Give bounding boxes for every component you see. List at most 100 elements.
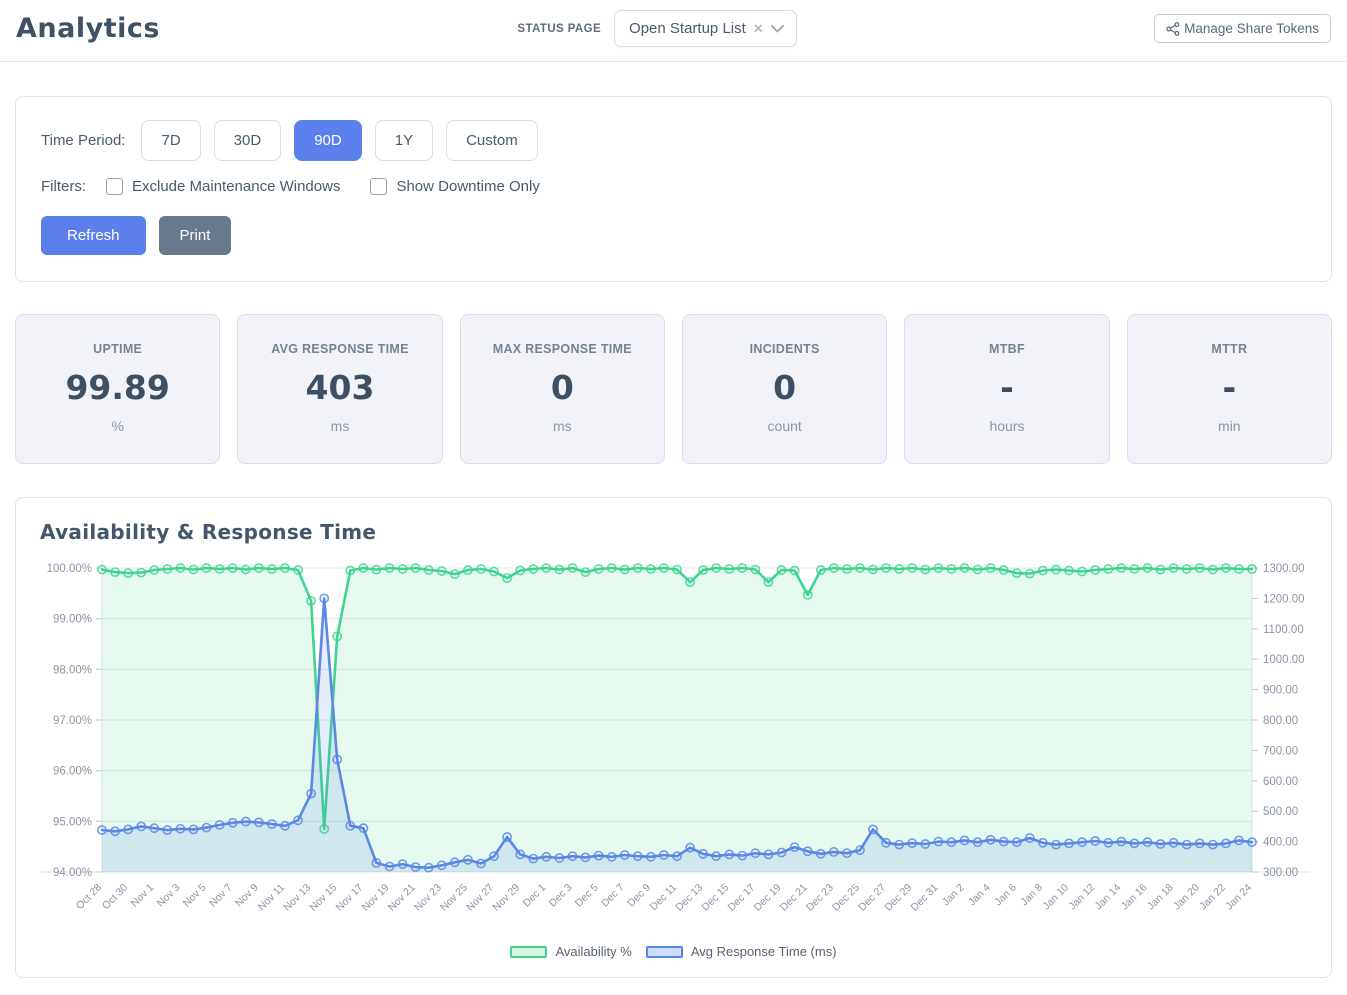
time-period-button-30d[interactable]: 30D [213, 120, 282, 161]
stat-value: 0 [550, 368, 574, 407]
stat-card-incidents: INCIDENTS 0 count [681, 314, 888, 464]
status-page-label: STATUS PAGE [517, 22, 602, 35]
svg-text:94.00%: 94.00% [53, 867, 92, 879]
clear-selection-icon[interactable]: ✕ [752, 21, 764, 36]
svg-text:Jan 16: Jan 16 [1119, 882, 1150, 913]
stat-card-mtbf: MTBF - hours [904, 314, 1110, 464]
time-period-button-90d[interactable]: 90D [294, 120, 362, 161]
svg-text:Nov 29: Nov 29 [490, 882, 522, 914]
svg-text:Jan 12: Jan 12 [1067, 882, 1098, 913]
time-period-button-custom[interactable]: Custom [446, 120, 538, 161]
stat-unit: min [1218, 418, 1241, 434]
stat-card-uptime: UPTIME 99.89% [15, 314, 221, 464]
status-page-selector-group: STATUS PAGE Open Startup List ✕ [160, 10, 1154, 47]
svg-text:Nov 15: Nov 15 [307, 882, 339, 914]
svg-text:400.00: 400.00 [1263, 837, 1298, 849]
stat-value: 0 [773, 368, 797, 407]
stats-row: UPTIME 99.89% AVG RESPONSE TIME 403 ms MAX RE… [15, 314, 1332, 464]
stat-label: MAX RESPONSE TIME [492, 342, 632, 356]
svg-text:Dec 19: Dec 19 [752, 882, 784, 914]
svg-text:Jan 10: Jan 10 [1040, 882, 1071, 913]
svg-text:Nov 27: Nov 27 [464, 882, 496, 914]
filter-checkbox-group: Exclude Maintenance Windows Show Downtime… [106, 178, 570, 195]
manage-share-tokens-button[interactable]: Manage Share Tokens [1154, 14, 1331, 43]
print-button[interactable]: Print [158, 216, 232, 255]
time-period-button-7d[interactable]: 7D [141, 120, 201, 161]
svg-text:Dec 29: Dec 29 [882, 882, 914, 914]
svg-text:Dec 27: Dec 27 [856, 882, 888, 914]
chevron-down-icon [770, 24, 784, 32]
left-axis-labels: 100.00% 99.00% 98.00% 97.00% 96.00% 95.00% 94.… [47, 563, 102, 879]
stat-card-avg-response-time: AVG RESPONSE TIME 403 ms [237, 314, 443, 464]
svg-text:Oct 28: Oct 28 [74, 882, 104, 912]
svg-text:500.00: 500.00 [1263, 806, 1298, 818]
time-period-row: Time Period: 7D 30D 90D 1Y Custom [41, 120, 1306, 161]
time-period-label: Time Period: [41, 132, 126, 149]
refresh-button[interactable]: Refresh [41, 216, 146, 255]
svg-text:Dec 5: Dec 5 [573, 882, 601, 910]
svg-text:100.00%: 100.00% [47, 563, 92, 575]
legend-swatch [645, 945, 683, 958]
chart-title: Availability & Response Time [40, 520, 377, 544]
svg-text:Dec 15: Dec 15 [699, 882, 731, 914]
filter-checkbox-1[interactable]: Show Downtime Only [370, 178, 540, 195]
stat-label: UPTIME [93, 342, 143, 356]
svg-text:900.00: 900.00 [1263, 685, 1298, 697]
svg-text:Jan 6: Jan 6 [992, 882, 1019, 909]
status-page-select[interactable]: Open Startup List ✕ [614, 10, 797, 47]
stat-value: - [1000, 368, 1014, 407]
svg-text:Dec 3: Dec 3 [547, 882, 575, 910]
svg-text:1000.00: 1000.00 [1263, 654, 1305, 666]
chart-legend: Availability % Avg Response Time (ms) [40, 942, 1307, 969]
svg-text:Dec 17: Dec 17 [726, 882, 758, 914]
filters-label: Filters: [41, 178, 86, 195]
svg-text:Dec 1: Dec 1 [521, 882, 549, 910]
svg-text:Nov 1: Nov 1 [129, 882, 157, 910]
stat-unit: % [111, 418, 124, 434]
svg-text:Dec 31: Dec 31 [908, 882, 940, 914]
page-title: Analytics [16, 13, 160, 44]
filters-row: Filters: Exclude Maintenance Windows Show… [41, 178, 1306, 195]
stat-value: - [1222, 368, 1237, 407]
svg-text:Oct 30: Oct 30 [100, 882, 130, 912]
checkbox-icon[interactable] [370, 178, 388, 195]
right-axis-labels: 1300.00 1200.00 1100.00 1000.00 900.00 800.00… [1252, 563, 1305, 879]
svg-text:1100.00: 1100.00 [1263, 624, 1304, 636]
svg-text:Jan 22: Jan 22 [1197, 882, 1228, 913]
svg-text:Dec 21: Dec 21 [778, 882, 810, 914]
time-period-button-1y[interactable]: 1Y [374, 120, 434, 161]
svg-text:Nov 19: Nov 19 [360, 882, 392, 914]
svg-text:Jan 2: Jan 2 [940, 882, 967, 909]
checkbox-icon[interactable] [106, 178, 123, 195]
svg-text:Nov 23: Nov 23 [412, 882, 444, 914]
stat-label: MTTR [1211, 342, 1248, 356]
stat-unit: count [767, 418, 802, 434]
legend-swatch [510, 945, 548, 958]
svg-text:1200.00: 1200.00 [1263, 593, 1305, 605]
svg-text:Nov 25: Nov 25 [438, 882, 470, 914]
stat-label: MTBF [989, 342, 1025, 356]
svg-text:Dec 23: Dec 23 [804, 882, 836, 914]
svg-text:Nov 7: Nov 7 [207, 882, 235, 910]
stat-unit: ms [330, 418, 350, 434]
share-icon [1166, 21, 1180, 36]
svg-text:Nov 5: Nov 5 [181, 882, 209, 910]
stat-card-mttr: MTTR - min [1126, 314, 1332, 464]
svg-text:96.00%: 96.00% [53, 766, 92, 778]
svg-text:Nov 13: Nov 13 [281, 882, 313, 914]
legend-label: Avg Response Time (ms) [690, 944, 837, 959]
filter-panel: Time Period: 7D 30D 90D 1Y Custom Filters: E… [15, 96, 1332, 282]
svg-text:Jan 14: Jan 14 [1093, 882, 1124, 913]
stat-value: 403 [305, 368, 375, 407]
filter-checkbox-0[interactable]: Exclude Maintenance Windows [106, 178, 340, 195]
svg-text:Dec 11: Dec 11 [648, 882, 680, 914]
legend-item-response-time: Avg Response Time (ms) [645, 944, 837, 959]
legend-label: Availability % [555, 944, 632, 959]
stat-unit: ms [552, 418, 572, 434]
stat-value: 99.89 [65, 368, 170, 407]
chart-svg: 100.00% 99.00% 98.00% 97.00% 96.00% 95.00% 94.… [40, 560, 1310, 914]
stat-label: INCIDENTS [749, 342, 820, 356]
stat-card-max-response-time: MAX RESPONSE TIME 0 ms [459, 314, 665, 464]
filter-checkbox-label: Exclude Maintenance Windows [132, 178, 341, 195]
svg-text:Nov 11: Nov 11 [256, 882, 288, 914]
